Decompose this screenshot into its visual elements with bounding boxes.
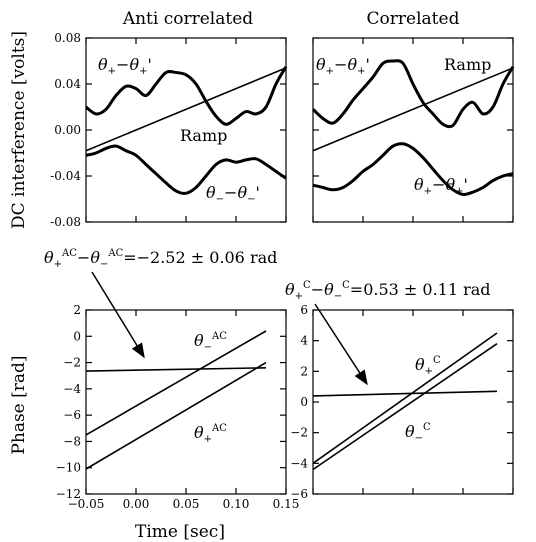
series-label-theta-plus-c-bottom: θ+−θ+' [414,175,468,197]
series--c [312,332,498,464]
y-tick-label: -0.08 [50,215,81,229]
y-axis-label-top: DC interference [volts] [9,31,29,229]
y-tick-label: 0 [73,329,81,343]
svg-text:θ−−θ−': θ−−θ−' [206,183,260,205]
y-tick-label: −6 [63,408,81,422]
series-- [85,144,287,195]
series-label-theta-minus-ac-bottom: θ−AC [194,331,227,353]
ramp-label-ac: Ramp [180,126,227,145]
series-label-theta-plus-c-top: θ+−θ+' [316,55,370,77]
series-ramp [312,67,514,152]
x-tick-label: 0.05 [173,497,200,511]
annotation-ac: θ+AC−θ−AC=−2.52 ± 0.06 rad [44,248,277,270]
svg-text:θ+C−θ−C=0.53 ± 0.11 rad: θ+C−θ−C=0.53 ± 0.11 rad [285,280,491,302]
svg-text:θ+−θ+': θ+−θ+' [316,55,370,77]
x-tick-label: 0.00 [123,497,150,511]
series-- [311,59,515,129]
svg-text:θ−C: θ−C [405,422,431,444]
annotation-c: θ+C−θ−C=0.53 ± 0.11 rad [285,280,491,302]
y-axis-label-bottom: Phase [rad] [9,355,29,454]
series-label-theta-minus-c-phase: θ−C [405,422,431,444]
ramp-label-c: Ramp [444,55,491,74]
series-label-theta-plus-ac-bottom: θ+AC [194,423,227,445]
y-tick-label: 2 [300,364,308,378]
y-tick-label: −4 [63,382,81,396]
chart-curves [85,59,515,471]
series--ac [85,361,267,470]
y-tick-label: 0.04 [54,77,81,91]
series-ramp [85,67,287,152]
series-label-theta-plus-ac: θ+−θ+' [98,55,152,77]
y-tick-label: −2 [290,426,308,440]
svg-text:θ−AC: θ−AC [194,331,227,353]
title-anti-correlated: Anti correlated [122,9,253,29]
svg-text:θ+−θ+': θ+−θ+' [414,175,468,197]
y-tick-label: 0 [300,395,308,409]
y-tick-label: −10 [56,461,81,475]
title-correlated: Correlated [367,9,460,29]
svg-text:θ+AC: θ+AC [194,423,227,445]
series-- [85,66,288,126]
y-tick-label: −8 [63,434,81,448]
y-tick-label: 4 [300,334,308,348]
x-tick-label: 0.10 [223,497,250,511]
series-label-theta-minus-ac: θ−−θ−' [206,183,260,205]
annotation-arrow-c [314,303,368,386]
series-difference [85,367,267,372]
x-tick-label: −0.05 [68,497,105,511]
y-tick-label: 2 [73,303,81,317]
y-tick-label: 0.08 [54,31,81,45]
svg-text:θ+AC−θ−AC=−2.52 ± 0.06 rad: θ+AC−θ−AC=−2.52 ± 0.06 rad [44,248,277,270]
x-axis-label: Time [sec] [135,522,225,542]
y-tick-label: −4 [290,456,308,470]
y-tick-label: −2 [63,356,81,370]
series--ac [85,330,267,436]
y-tick-label: -0.04 [50,169,81,183]
series-label-theta-plus-c-phase: θ+C [415,355,441,377]
annotation-arrow-ac [91,271,145,359]
svg-text:θ+C: θ+C [415,355,441,377]
series-difference [312,390,498,397]
y-tick-label: −12 [56,487,81,501]
y-tick-label: −6 [290,487,308,501]
y-tick-label: 6 [300,303,308,317]
y-tick-label: 0.00 [54,123,81,137]
x-tick-label: 0.15 [273,497,300,511]
series--c [312,343,498,471]
svg-text:θ+−θ+': θ+−θ+' [98,55,152,77]
series--lower- [312,142,514,196]
axis-ticks: -0.08 -0.04 0.00 0.04 0.08 −12 −10 −8 −6 −4 −2 0 2 −0… [50,31,514,511]
